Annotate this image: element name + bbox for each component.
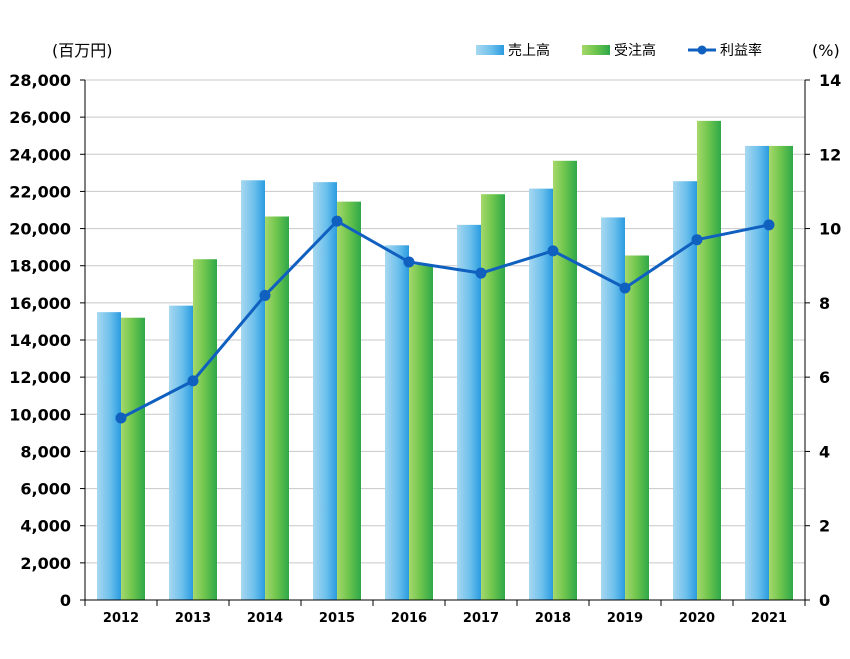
left-axis-unit: (百万円) xyxy=(52,41,113,60)
x-axis-category-label: 2017 xyxy=(463,611,499,626)
x-axis-category-label: 2020 xyxy=(679,611,715,626)
right-axis-unit: (%) xyxy=(812,41,840,60)
right-axis-tick-label: 8 xyxy=(819,294,830,313)
bars xyxy=(97,120,793,601)
x-axis-category-label: 2012 xyxy=(103,611,139,626)
left-axis-tick-label: 4,000 xyxy=(20,517,71,536)
right-axis-tick-label: 14 xyxy=(819,71,841,90)
left-axis-tick-label: 14,000 xyxy=(9,331,71,350)
right-axis-tick-label: 2 xyxy=(819,517,830,536)
legend-swatch-profit-marker xyxy=(697,45,707,55)
axis-labels: 0 2,000 4,000 6,000 8,000 10,000 12,000 14,000 1… xyxy=(9,71,841,626)
sales-bar xyxy=(169,305,193,600)
right-axis-tick-label: 12 xyxy=(819,145,841,164)
profit-rate-point xyxy=(619,282,631,294)
sales-bar xyxy=(97,312,121,600)
left-axis-tick-label: 18,000 xyxy=(9,257,71,276)
left-axis-tick-label: 26,000 xyxy=(9,108,71,127)
left-axis-tick-label: 8,000 xyxy=(20,442,71,461)
profit-rate-point xyxy=(763,219,775,231)
left-axis-tick-label: 0 xyxy=(60,591,71,610)
orders-bar xyxy=(193,259,217,600)
left-axis-tick-label: 2,000 xyxy=(20,554,71,573)
profit-rate-point xyxy=(187,375,199,387)
orders-bar xyxy=(337,201,361,600)
right-axis-tick-label: 6 xyxy=(819,368,830,387)
right-axis-tick-label: 0 xyxy=(819,591,830,610)
left-axis-tick-label: 12,000 xyxy=(9,368,71,387)
profit-rate-point xyxy=(691,234,703,246)
legend-label-orders: 受注高 xyxy=(614,42,656,59)
legend: 売上高 受注高 利益率 xyxy=(476,42,762,59)
profit-rate-point xyxy=(331,215,343,227)
left-axis-tick-label: 28,000 xyxy=(9,71,71,90)
profit-rate-point xyxy=(547,245,559,257)
left-axis-tick-label: 16,000 xyxy=(9,294,71,313)
profit-rate-point xyxy=(259,289,271,301)
sales-bar xyxy=(745,145,769,600)
axes xyxy=(80,79,810,606)
orders-bar xyxy=(121,317,145,600)
sales-bar xyxy=(313,182,337,600)
profit-rate-point xyxy=(115,412,127,424)
legend-label-profit: 利益率 xyxy=(720,42,762,59)
x-axis-category-label: 2015 xyxy=(319,611,355,626)
orders-bar xyxy=(625,255,649,600)
sales-bar xyxy=(385,245,409,601)
profit-rate-point xyxy=(403,256,415,268)
left-axis-tick-label: 20,000 xyxy=(9,220,71,239)
left-axis-tick-label: 24,000 xyxy=(9,145,71,164)
profit-rate-polyline xyxy=(120,219,770,420)
left-axis-tick-label: 6,000 xyxy=(20,480,71,499)
x-axis-category-label: 2019 xyxy=(607,611,643,626)
sales-bar xyxy=(241,180,265,601)
x-axis-category-label: 2013 xyxy=(175,611,211,626)
sales-bar xyxy=(601,217,625,600)
x-axis-category-label: 2016 xyxy=(391,611,427,626)
profit-rate-point xyxy=(475,267,487,279)
legend-label-sales: 売上高 xyxy=(508,42,550,59)
x-axis-category-label: 2021 xyxy=(751,611,787,626)
orders-bar xyxy=(697,120,721,600)
orders-bar xyxy=(769,145,793,600)
x-axis-category-label: 2018 xyxy=(535,611,571,626)
orders-bar xyxy=(265,216,289,600)
orders-bar xyxy=(409,264,433,600)
orders-bar xyxy=(553,160,577,601)
x-axis-category-label: 2014 xyxy=(247,611,283,626)
sales-bar xyxy=(457,224,481,600)
sales-bar xyxy=(673,181,697,600)
profit-rate-line xyxy=(115,215,775,424)
left-axis-tick-label: 22,000 xyxy=(9,182,71,201)
orders-bar xyxy=(481,194,505,600)
legend-swatch-sales xyxy=(476,45,504,55)
right-axis-tick-label: 4 xyxy=(819,442,830,461)
right-axis-tick-label: 10 xyxy=(819,220,841,239)
left-axis-tick-label: 10,000 xyxy=(9,405,71,424)
legend-swatch-orders xyxy=(582,45,610,55)
